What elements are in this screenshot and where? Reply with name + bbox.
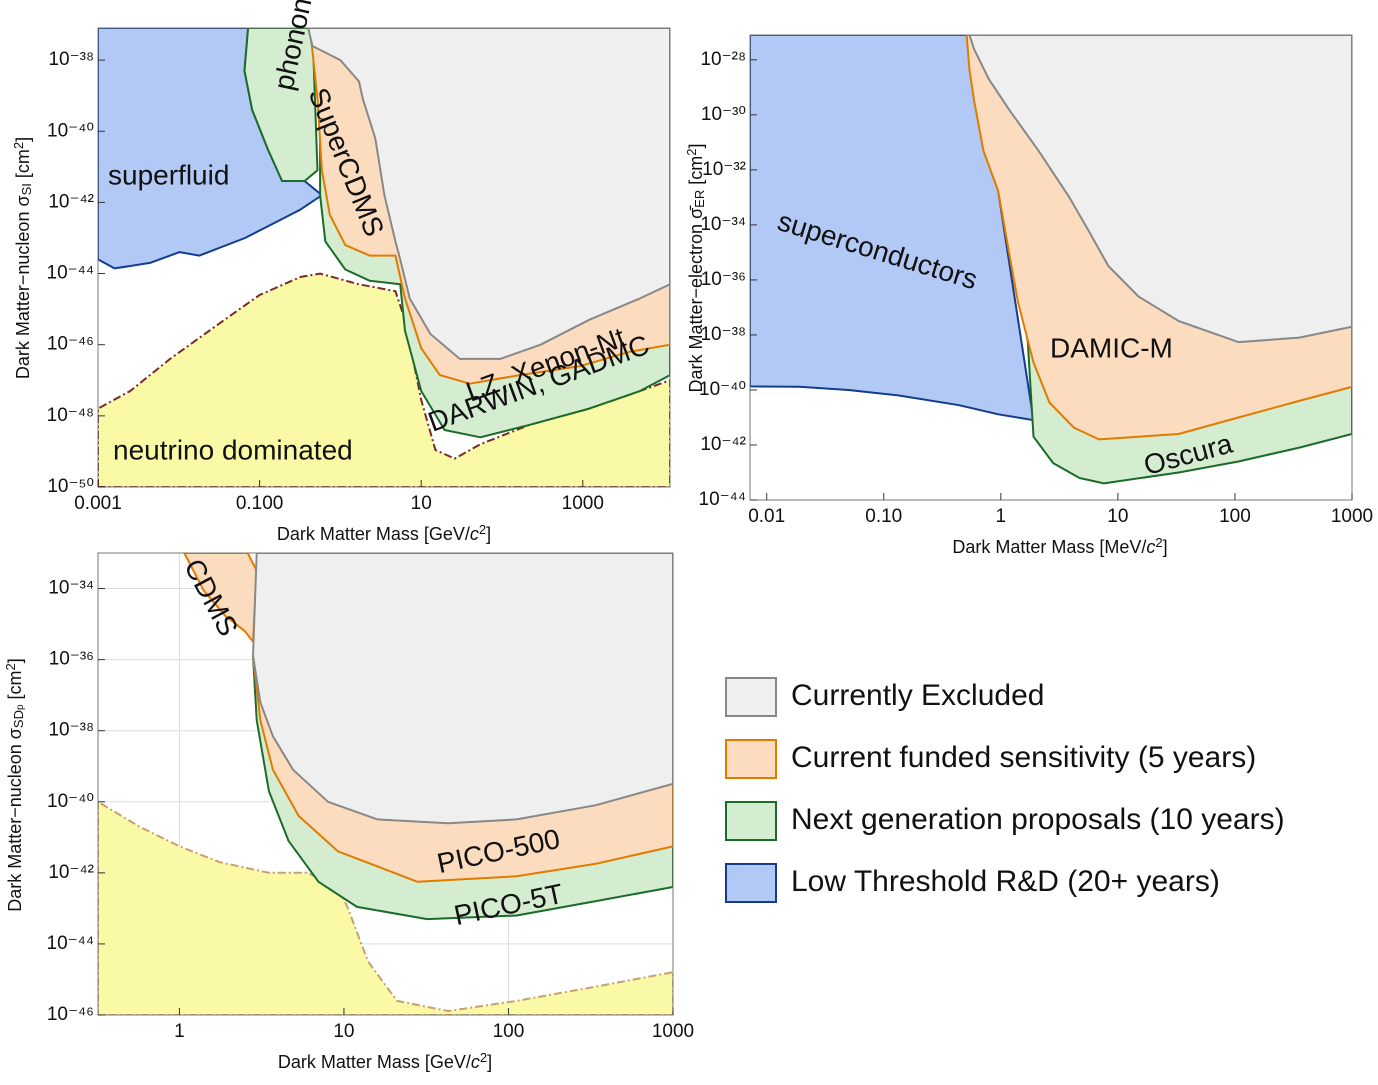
label-part: Dark Matter Mass [GeV/ bbox=[278, 1052, 471, 1072]
label-part: c bbox=[470, 524, 479, 544]
region bbox=[98, 800, 673, 1015]
x-tick-label: 10 bbox=[411, 493, 432, 514]
region-label: neutrino dominated bbox=[113, 434, 353, 465]
label-part: Dark Matter−nucleon σ bbox=[5, 728, 25, 912]
label-part: ] bbox=[487, 1052, 492, 1072]
legend-swatch bbox=[725, 863, 777, 903]
x-tick-label: 0.001 bbox=[74, 493, 122, 514]
legend-swatch bbox=[725, 739, 777, 779]
y-tick-label: 10⁻³² bbox=[702, 159, 746, 180]
label-part: ] bbox=[1163, 537, 1168, 557]
label-part: Dark Matter Mass [MeV/ bbox=[952, 537, 1146, 557]
region bbox=[968, 35, 1352, 344]
label-part: 2 bbox=[3, 663, 18, 670]
label-part: Dark Matter−nucleon σ bbox=[13, 195, 33, 379]
legend-swatch bbox=[725, 677, 777, 717]
region-label: DAMIC-M bbox=[1050, 332, 1173, 363]
x-axis-title: Dark Matter Mass [GeV/c2] bbox=[278, 1050, 492, 1072]
x-tick-label: 10 bbox=[333, 1021, 354, 1042]
regions bbox=[750, 35, 1352, 485]
y-tick-label: 10⁻⁴² bbox=[48, 862, 94, 883]
x-tick-label: 1000 bbox=[1331, 506, 1373, 527]
legend-label: Next generation proposals (10 years) bbox=[791, 803, 1285, 836]
plot-frame bbox=[97, 552, 674, 1016]
legend-label: Current funded sensitivity (5 years) bbox=[791, 741, 1256, 774]
label-part: [cm bbox=[5, 670, 25, 704]
label-part: ER bbox=[692, 190, 707, 208]
x-tick-label: 1000 bbox=[652, 1021, 694, 1042]
region bbox=[252, 553, 673, 825]
label-part: [cm bbox=[13, 149, 33, 183]
y-tick-label: 10⁻⁴² bbox=[48, 191, 94, 212]
label-part: ] bbox=[686, 144, 706, 149]
label-part: 2 bbox=[479, 522, 486, 537]
y-tick-label: 10⁻³⁸ bbox=[48, 720, 94, 741]
label-part: 2 bbox=[11, 142, 26, 149]
y-tick-label: 10⁻³⁴ bbox=[48, 578, 94, 599]
label-part: Dark Matter−electron σ̄ bbox=[686, 205, 706, 393]
region bbox=[183, 553, 258, 643]
y-tick-label: 10⁻⁴⁰ bbox=[699, 379, 746, 400]
x-tick-label: 100 bbox=[1219, 506, 1251, 527]
x-tick-label: 100 bbox=[493, 1021, 525, 1042]
label-part: SI bbox=[19, 183, 34, 195]
label-part: p bbox=[15, 704, 26, 710]
y-tick-label: 10⁻³⁸ bbox=[700, 324, 746, 345]
x-tick-label: 1 bbox=[174, 1021, 185, 1042]
y-tick-label: 10⁻³⁴ bbox=[700, 214, 746, 235]
legend-label: Currently Excluded bbox=[791, 679, 1044, 712]
y-tick-label: 10⁻³⁸ bbox=[48, 49, 94, 70]
label-part: ] bbox=[13, 137, 33, 142]
label-part: c bbox=[1146, 537, 1155, 557]
x-tick-label: 10 bbox=[1107, 506, 1128, 527]
label-part: [cm bbox=[686, 156, 706, 190]
label-part: 2 bbox=[1155, 535, 1162, 550]
y-tick-label: 10⁻⁴⁶ bbox=[47, 334, 94, 355]
y-axis-title: Dark Matter−nucleon σSI [cm2] bbox=[11, 137, 34, 379]
label-part: SD bbox=[11, 710, 26, 728]
x-tick-label: 0.10 bbox=[865, 506, 902, 527]
y-axis-title: Dark Matter−nucleon σSDp [cm2] bbox=[3, 658, 26, 912]
x-axis-title: Dark Matter Mass [MeV/c2] bbox=[952, 535, 1167, 557]
label-part: 2 bbox=[684, 149, 699, 156]
y-tick-label: 10⁻⁴⁴ bbox=[47, 263, 95, 284]
y-tick-label: 10⁻⁴⁰ bbox=[47, 120, 94, 141]
legend-swatch bbox=[725, 801, 777, 841]
y-tick-label: 10⁻⁴⁰ bbox=[47, 791, 94, 812]
y-tick-label: 10⁻³⁶ bbox=[49, 649, 94, 670]
regions bbox=[98, 553, 673, 1015]
label-part: Dark Matter Mass [GeV/ bbox=[277, 524, 470, 544]
x-tick-label: 0.100 bbox=[236, 493, 284, 514]
region bbox=[307, 28, 670, 360]
label-part: c bbox=[471, 1052, 480, 1072]
x-tick-label: 1 bbox=[996, 506, 1007, 527]
x-axis-title: Dark Matter Mass [GeV/c2] bbox=[277, 522, 491, 544]
regions bbox=[98, 28, 670, 487]
y-tick-label: 10⁻³⁶ bbox=[701, 269, 746, 290]
legend-label: Low Threshold R&D (20+ years) bbox=[791, 865, 1220, 898]
x-tick-label: 0.01 bbox=[748, 506, 785, 527]
y-tick-label: 10⁻⁵⁰ bbox=[47, 476, 94, 497]
y-tick-label: 10⁻⁴⁶ bbox=[47, 1004, 94, 1025]
x-tick-label: 1000 bbox=[562, 493, 604, 514]
y-tick-label: 10⁻⁴⁴ bbox=[699, 489, 747, 510]
y-tick-label: 10⁻²⁸ bbox=[700, 49, 746, 70]
region-label: superfluid bbox=[108, 159, 229, 190]
y-tick-label: 10⁻⁴⁴ bbox=[47, 933, 95, 954]
y-tick-label: 10⁻⁴² bbox=[700, 434, 746, 455]
y-tick-label: 10⁻³⁰ bbox=[701, 104, 746, 125]
label-part: 2 bbox=[480, 1050, 487, 1065]
y-axis-title: Dark Matter−electron σ̄ER [cm2] bbox=[684, 144, 707, 393]
label-part: ] bbox=[486, 524, 491, 544]
label-part: ] bbox=[5, 658, 25, 663]
plot-frame bbox=[749, 34, 1353, 501]
plot-frame bbox=[97, 27, 671, 488]
y-tick-label: 10⁻⁴⁸ bbox=[47, 405, 94, 426]
